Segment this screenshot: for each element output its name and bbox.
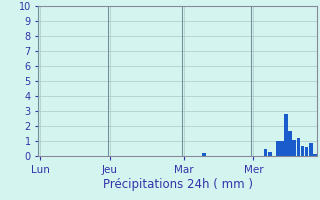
- Bar: [297, 138, 300, 156]
- Bar: [305, 147, 308, 156]
- Bar: [276, 141, 280, 156]
- Bar: [288, 130, 292, 156]
- Bar: [202, 153, 206, 156]
- Bar: [313, 154, 316, 156]
- Bar: [264, 148, 268, 156]
- Bar: [284, 114, 288, 156]
- Bar: [309, 142, 313, 156]
- Bar: [268, 152, 272, 156]
- X-axis label: Précipitations 24h ( mm ): Précipitations 24h ( mm ): [103, 178, 252, 191]
- Bar: [300, 146, 304, 156]
- Bar: [292, 140, 296, 156]
- Bar: [280, 141, 284, 156]
